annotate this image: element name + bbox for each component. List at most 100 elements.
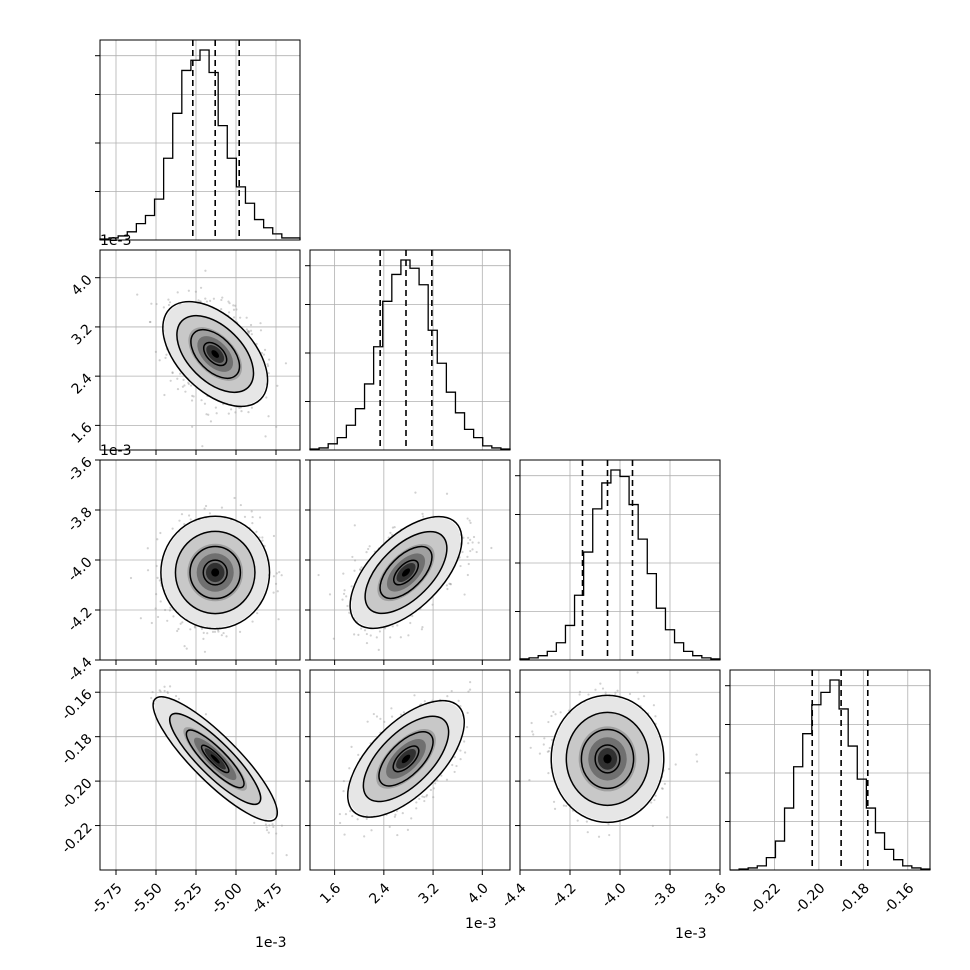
scatter-point <box>348 767 351 770</box>
scatter-point <box>379 717 382 720</box>
scatter-point <box>674 763 677 766</box>
scatter-point <box>543 737 546 740</box>
scatter-point <box>383 720 386 723</box>
scatter-point <box>468 688 472 691</box>
scatter-point <box>158 579 161 582</box>
scatter-panel-2-0 <box>95 459 301 665</box>
scatter-point <box>363 835 366 838</box>
contour-line <box>378 731 434 787</box>
scatter-point <box>365 641 369 645</box>
scatter-point <box>191 425 194 428</box>
scatter-point <box>267 372 270 375</box>
scatter-point <box>245 328 248 331</box>
scatter-point <box>351 814 354 818</box>
scatter-point <box>180 513 184 516</box>
contour-line <box>190 328 241 380</box>
scatter-point <box>280 824 284 827</box>
panel-frame <box>99 39 301 241</box>
scatter-point <box>268 358 271 361</box>
scatter-point <box>149 320 152 324</box>
contour-line <box>202 559 228 586</box>
scatter-point <box>467 542 470 545</box>
density-region <box>401 754 411 764</box>
scatter-point <box>247 330 251 333</box>
scatter-point <box>462 536 465 539</box>
histogram-step <box>519 469 721 660</box>
scatter-point <box>151 690 154 694</box>
scatter-point <box>179 622 182 625</box>
contour-line <box>162 300 269 408</box>
contour-line <box>176 314 255 394</box>
scatter-point <box>660 787 664 790</box>
scatter-point <box>423 799 426 803</box>
histogram-step <box>730 679 931 871</box>
scatter-point <box>360 566 363 569</box>
scatter-point <box>338 812 341 816</box>
scatter-point <box>183 522 186 526</box>
scatter-point <box>278 571 281 574</box>
scatter-point <box>388 825 391 829</box>
scatter-point <box>247 410 250 414</box>
scatter-point <box>466 517 469 520</box>
scatter-point <box>267 831 270 834</box>
scatter-point <box>455 764 458 768</box>
scatter-point <box>467 562 470 566</box>
scatter-point <box>391 533 394 536</box>
scatter-point <box>238 630 242 633</box>
scatter-point <box>272 575 276 578</box>
scatter-point <box>206 632 209 635</box>
scatter-point <box>155 593 158 596</box>
panel-frame <box>729 669 931 871</box>
scatter-point <box>176 387 180 391</box>
scatter-point <box>453 770 456 774</box>
panel-frame <box>309 249 511 451</box>
scatter-point <box>167 298 170 301</box>
scatter-point <box>375 636 378 639</box>
scatter-point <box>446 587 449 591</box>
scatter-point <box>185 647 188 650</box>
scatter-point <box>247 330 251 333</box>
scatter-point <box>167 303 171 307</box>
scatter-point <box>406 828 410 831</box>
scatter-point <box>188 514 191 517</box>
scatter-point <box>209 299 212 302</box>
scatter-point <box>222 631 225 635</box>
scatter-point <box>205 413 208 416</box>
scatter-point <box>146 569 150 572</box>
scatter-point <box>171 527 174 530</box>
scatter-point <box>163 608 167 612</box>
scatter-point <box>368 545 371 548</box>
contour-line <box>346 699 466 818</box>
scatter-point <box>240 410 243 413</box>
scatter-point <box>599 682 602 685</box>
scatter-point <box>245 316 248 319</box>
scatter-point <box>199 286 203 289</box>
scatter-point <box>267 364 270 368</box>
scatter-point <box>271 823 274 826</box>
scatter-point <box>466 711 469 714</box>
scatter-point <box>450 689 453 693</box>
scatter-point <box>163 685 166 688</box>
scatter-point <box>546 750 549 753</box>
scatter-point <box>695 753 698 756</box>
scatter-point <box>472 535 476 539</box>
contour-line <box>202 341 228 367</box>
scatter-point <box>199 300 202 303</box>
scatter-point <box>391 625 394 628</box>
scatter-point <box>184 390 187 393</box>
scatter-point <box>251 620 254 623</box>
scatter-point <box>243 515 247 518</box>
scatter-panel-3-0 <box>95 669 301 875</box>
scatter-point <box>163 393 166 397</box>
scatter-point <box>370 829 373 832</box>
scatter-point <box>421 626 424 629</box>
scatter-point <box>233 496 236 500</box>
scatter-point <box>191 394 194 397</box>
panel-frame <box>519 459 721 661</box>
scatter-point <box>459 564 462 568</box>
scatter-point <box>156 576 159 579</box>
scatter-point <box>586 831 589 834</box>
scatter-point <box>601 687 605 690</box>
scatter-point <box>436 779 439 782</box>
scatter-point <box>423 795 426 799</box>
